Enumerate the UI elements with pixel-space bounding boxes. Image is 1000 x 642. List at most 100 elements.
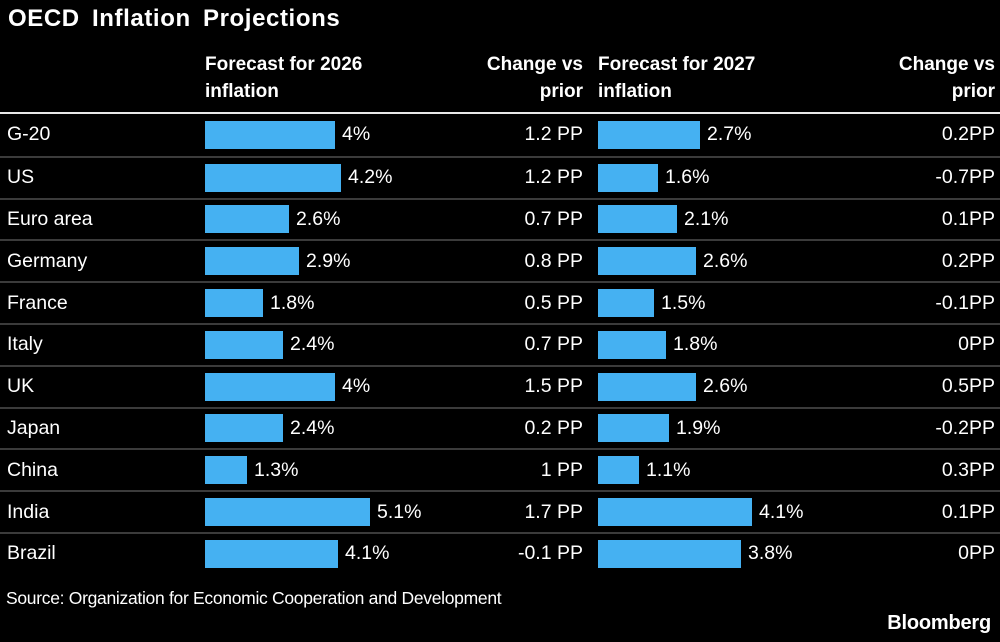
forecast-2026-cell: 5.1%	[205, 498, 450, 527]
bar-2026-value: 5.1%	[377, 500, 422, 523]
change-2027-value: 0.1PP	[941, 500, 995, 523]
header-change-2026: Change vs prior	[486, 54, 583, 102]
table-row: Euro area 2.6% 0.7 PP 2.1% 0.1PP	[0, 197, 1000, 240]
bar-2026	[205, 247, 299, 276]
bar-2026	[205, 163, 341, 192]
change-2026-value: 0.8 PP	[524, 249, 583, 272]
table-row: Italy 2.4% 0.7 PP 1.8% 0PP	[0, 322, 1000, 365]
chart-title: OECD Inflation Projections	[8, 5, 341, 32]
country-label: China	[7, 458, 58, 481]
bar-2026	[205, 414, 283, 443]
table-row: Brazil 4.1% -0.1 PP 3.8% 0PP	[0, 531, 1000, 574]
change-2027-value: 0.2PP	[941, 249, 995, 272]
bar-2026	[205, 120, 335, 149]
forecast-2026-cell: 4%	[205, 372, 450, 401]
bar-2027	[598, 414, 669, 443]
bar-2026-value: 2.4%	[290, 333, 335, 356]
country-label: India	[7, 500, 50, 523]
forecast-2027-cell: 2.7%	[583, 120, 860, 149]
bar-2026-value: 4%	[342, 123, 371, 146]
change-2027-value: -0.1PP	[935, 291, 995, 314]
bar-2026	[205, 456, 247, 485]
forecast-2026-cell: 2.6%	[205, 205, 450, 234]
change-2026-value: 1.7 PP	[524, 500, 583, 523]
table-row: China 1.3% 1 PP 1.1% 0.3PP	[0, 448, 1000, 490]
forecast-2026-cell: 2.4%	[205, 414, 450, 443]
bar-2027-value: 1.9%	[676, 416, 721, 439]
bar-2026	[205, 205, 289, 234]
forecast-2027-cell: 2.1%	[583, 205, 860, 234]
table-row: US 4.2% 1.2 PP 1.6% -0.7PP	[0, 155, 1000, 198]
change-2026-value: -0.1 PP	[517, 542, 583, 565]
change-2027-value: 0PP	[958, 542, 995, 565]
bar-2027-value: 2.6%	[703, 375, 748, 398]
bar-2026-value: 4%	[342, 375, 371, 398]
forecast-2026-cell: 1.3%	[205, 456, 450, 485]
table-header: Forecast for 2026 inflation Change vs pr…	[0, 51, 1000, 114]
forecast-2027-cell: 1.5%	[583, 289, 860, 318]
country-label: Brazil	[7, 542, 56, 565]
country-label: G-20	[7, 123, 51, 146]
country-label: France	[7, 291, 68, 314]
bar-2026-value: 1.8%	[270, 291, 315, 314]
bar-2027-value: 3.8%	[748, 542, 793, 565]
bar-2027	[598, 205, 677, 234]
bloomberg-logo: Bloomberg	[887, 612, 991, 634]
change-2026-value: 0.2 PP	[524, 416, 583, 439]
bar-2027	[598, 247, 696, 276]
bar-2026	[205, 330, 283, 359]
country-label: Euro area	[7, 207, 93, 230]
chart-container: OECD Inflation Projections Forecast for …	[0, 4, 1000, 642]
forecast-2027-cell: 2.6%	[583, 247, 860, 276]
bar-2027-value: 1.6%	[665, 166, 710, 189]
change-2027-value: 0.5PP	[941, 375, 995, 398]
bar-2026-value: 1.3%	[254, 458, 299, 481]
bar-2027-value: 2.6%	[703, 249, 748, 272]
bar-2027	[598, 539, 741, 568]
change-2026-value: 1 PP	[540, 458, 583, 481]
table-row: India 5.1% 1.7 PP 4.1% 0.1PP	[0, 490, 1000, 532]
country-label: Italy	[7, 333, 43, 356]
table-row: UK 4% 1.5 PP 2.6% 0.5PP	[0, 364, 1000, 407]
change-2026-value: 0.5 PP	[524, 291, 583, 314]
country-label: UK	[7, 375, 35, 398]
forecast-2027-cell: 1.6%	[583, 163, 860, 192]
bar-2027	[598, 330, 666, 359]
table-row: France 1.8% 0.5 PP 1.5% -0.1PP	[0, 281, 1000, 323]
bar-2027-value: 1.8%	[673, 333, 718, 356]
change-2026-value: 1.2 PP	[524, 123, 583, 146]
bar-2026	[205, 289, 263, 318]
header-country-spacer	[0, 51, 205, 105]
table-row: G-20 4% 1.2 PP 2.7% 0.2PP	[0, 114, 1000, 156]
change-2026-value: 0.7 PP	[524, 207, 583, 230]
forecast-2026-cell: 4.1%	[205, 539, 450, 568]
bar-2027-value: 1.1%	[646, 458, 691, 481]
forecast-2026-cell: 4%	[205, 120, 450, 149]
table-row: Germany 2.9% 0.8 PP 2.6% 0.2PP	[0, 239, 1000, 281]
change-2026-value: 1.2 PP	[524, 166, 583, 189]
header-change-2027: Change vs prior	[898, 54, 995, 102]
bar-2027	[598, 289, 654, 318]
forecast-2027-cell: 1.9%	[583, 414, 860, 443]
bar-2026-value: 4.2%	[348, 166, 393, 189]
change-2026-value: 0.7 PP	[524, 333, 583, 356]
bar-2027	[598, 372, 696, 401]
bar-2027	[598, 163, 658, 192]
forecast-2026-cell: 2.4%	[205, 330, 450, 359]
change-2027-value: 0.3PP	[941, 458, 995, 481]
bar-2027-value: 4.1%	[759, 500, 804, 523]
bar-2026	[205, 539, 338, 568]
bar-2026-value: 2.4%	[290, 416, 335, 439]
bar-2026-value: 2.9%	[306, 249, 351, 272]
forecast-2026-cell: 4.2%	[205, 163, 450, 192]
forecast-2026-cell: 2.9%	[205, 247, 450, 276]
change-2027-value: 0PP	[958, 333, 995, 356]
change-2027-value: 0.2PP	[941, 123, 995, 146]
forecast-2026-cell: 1.8%	[205, 289, 450, 318]
forecast-2027-cell: 4.1%	[583, 498, 860, 527]
forecast-2027-cell: 1.8%	[583, 330, 860, 359]
table-body: G-20 4% 1.2 PP 2.7% 0.2PP US 4.2% 1.2 PP…	[0, 114, 1000, 574]
header-forecast-2027: Forecast for 2027 inflation	[598, 54, 756, 102]
change-2027-value: -0.2PP	[935, 416, 995, 439]
source-note: Source: Organization for Economic Cooper…	[6, 587, 502, 608]
